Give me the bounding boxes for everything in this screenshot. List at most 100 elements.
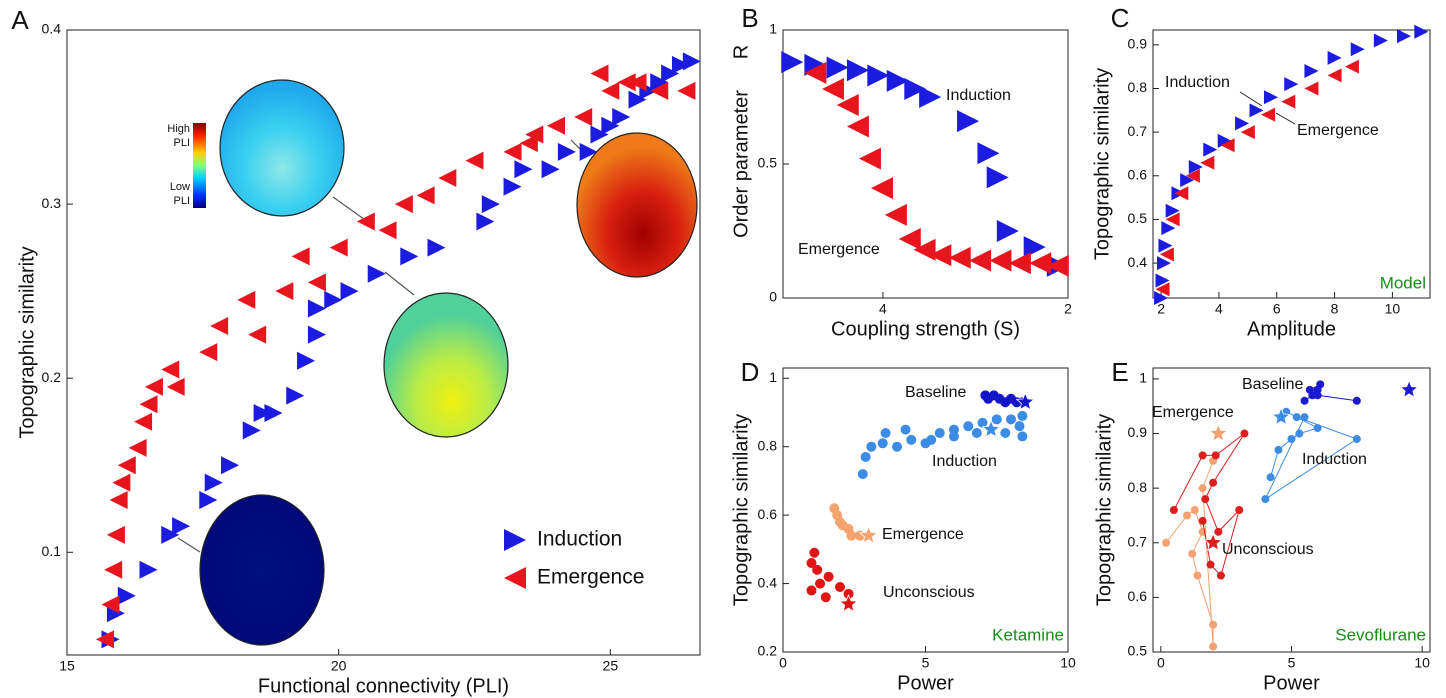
point: [525, 125, 544, 144]
point: [1200, 155, 1215, 170]
point: [109, 491, 128, 510]
series-label: Unconscious: [883, 584, 975, 601]
brain-maps: [177, 79, 698, 646]
point: [134, 412, 153, 431]
point: [1188, 160, 1203, 175]
point: [1327, 68, 1342, 83]
point: [996, 220, 1019, 242]
colorbar-label: PLI: [173, 195, 190, 207]
point: [949, 424, 959, 435]
y-axis-symbol: R: [730, 45, 752, 59]
point: [1211, 451, 1220, 460]
point: [1414, 24, 1429, 39]
point: [237, 290, 256, 309]
point: [199, 343, 218, 362]
point: [297, 351, 316, 370]
point: [503, 177, 522, 196]
leader: [1275, 112, 1296, 125]
point: [877, 438, 888, 449]
y-tick-label: 0.8: [1128, 79, 1148, 95]
point: [1174, 186, 1189, 201]
point: [242, 421, 261, 440]
point: [977, 417, 988, 428]
x-tick-label: 4: [1215, 301, 1223, 317]
point: [1201, 495, 1210, 504]
point: [117, 456, 136, 475]
point: [963, 421, 974, 432]
point: [1154, 291, 1169, 305]
point: [677, 81, 696, 100]
point: [101, 595, 120, 614]
point: [836, 94, 859, 117]
x-tick-label: 4: [879, 301, 887, 317]
point: [1287, 435, 1296, 443]
y-tick-label: 1: [1139, 370, 1147, 386]
point: [1263, 90, 1278, 105]
point: [1295, 429, 1304, 438]
point: [671, 55, 690, 74]
panel-note: Ketamine: [992, 625, 1064, 644]
panel: E 0 5 10 0.5 0.6 0.7 0.8 0.9 1 Power Topographic si…: [1093, 357, 1431, 694]
point: [172, 517, 191, 536]
star-point: [1271, 407, 1291, 426]
y-tick-label: 0.7: [1128, 533, 1148, 549]
point: [1274, 445, 1283, 454]
point: [1284, 77, 1299, 92]
point: [1193, 571, 1202, 580]
point: [1198, 484, 1207, 493]
point: [601, 81, 620, 100]
point: [846, 59, 869, 82]
point: [866, 441, 877, 452]
point: [161, 525, 180, 544]
point: [989, 249, 1012, 272]
colorbar: [193, 123, 206, 208]
brain-map: [219, 79, 345, 217]
series-label: Baseline: [905, 384, 966, 401]
axes-frame: [1152, 29, 1431, 299]
legend-marker: [504, 529, 526, 551]
point: [949, 431, 959, 442]
point: [886, 69, 909, 92]
point: [1155, 273, 1170, 288]
arrow: [332, 196, 369, 223]
point: [612, 108, 631, 127]
point: [139, 560, 158, 579]
series-label: Induction: [932, 453, 997, 470]
point: [1159, 247, 1174, 262]
point: [804, 61, 827, 84]
annotation: Induction: [1165, 74, 1230, 91]
point: [590, 64, 609, 83]
panel-letter: E: [1111, 357, 1128, 387]
point: [481, 195, 500, 214]
y-tick-label: 0.2: [42, 369, 62, 385]
point: [139, 395, 158, 414]
point: [324, 290, 343, 309]
x-axis-label: Coupling strength (S): [831, 318, 1020, 340]
point: [846, 115, 869, 138]
y-tick-label: 1: [769, 21, 777, 37]
point: [843, 588, 854, 599]
point: [1029, 252, 1052, 275]
point: [1198, 451, 1207, 460]
point: [104, 560, 123, 579]
point: [821, 77, 844, 100]
point: [1261, 495, 1270, 504]
panel-note: Sevoflurane: [1335, 625, 1426, 644]
point: [806, 585, 817, 596]
arrow: [177, 537, 201, 553]
point: [144, 377, 163, 396]
y-tick-label: 1: [769, 369, 777, 385]
point: [1305, 385, 1314, 394]
point: [1373, 33, 1388, 48]
point: [650, 81, 669, 100]
point: [1182, 511, 1191, 520]
y-tick-label: 0.5: [1128, 643, 1148, 659]
point: [286, 386, 305, 405]
colorbar-label: Low: [170, 181, 190, 193]
y-tick-label: 0.8: [1128, 479, 1148, 495]
point: [1206, 560, 1215, 569]
point: [519, 134, 538, 153]
x-tick-label: 2: [1157, 301, 1165, 317]
point: [919, 86, 942, 108]
point: [986, 166, 1009, 189]
